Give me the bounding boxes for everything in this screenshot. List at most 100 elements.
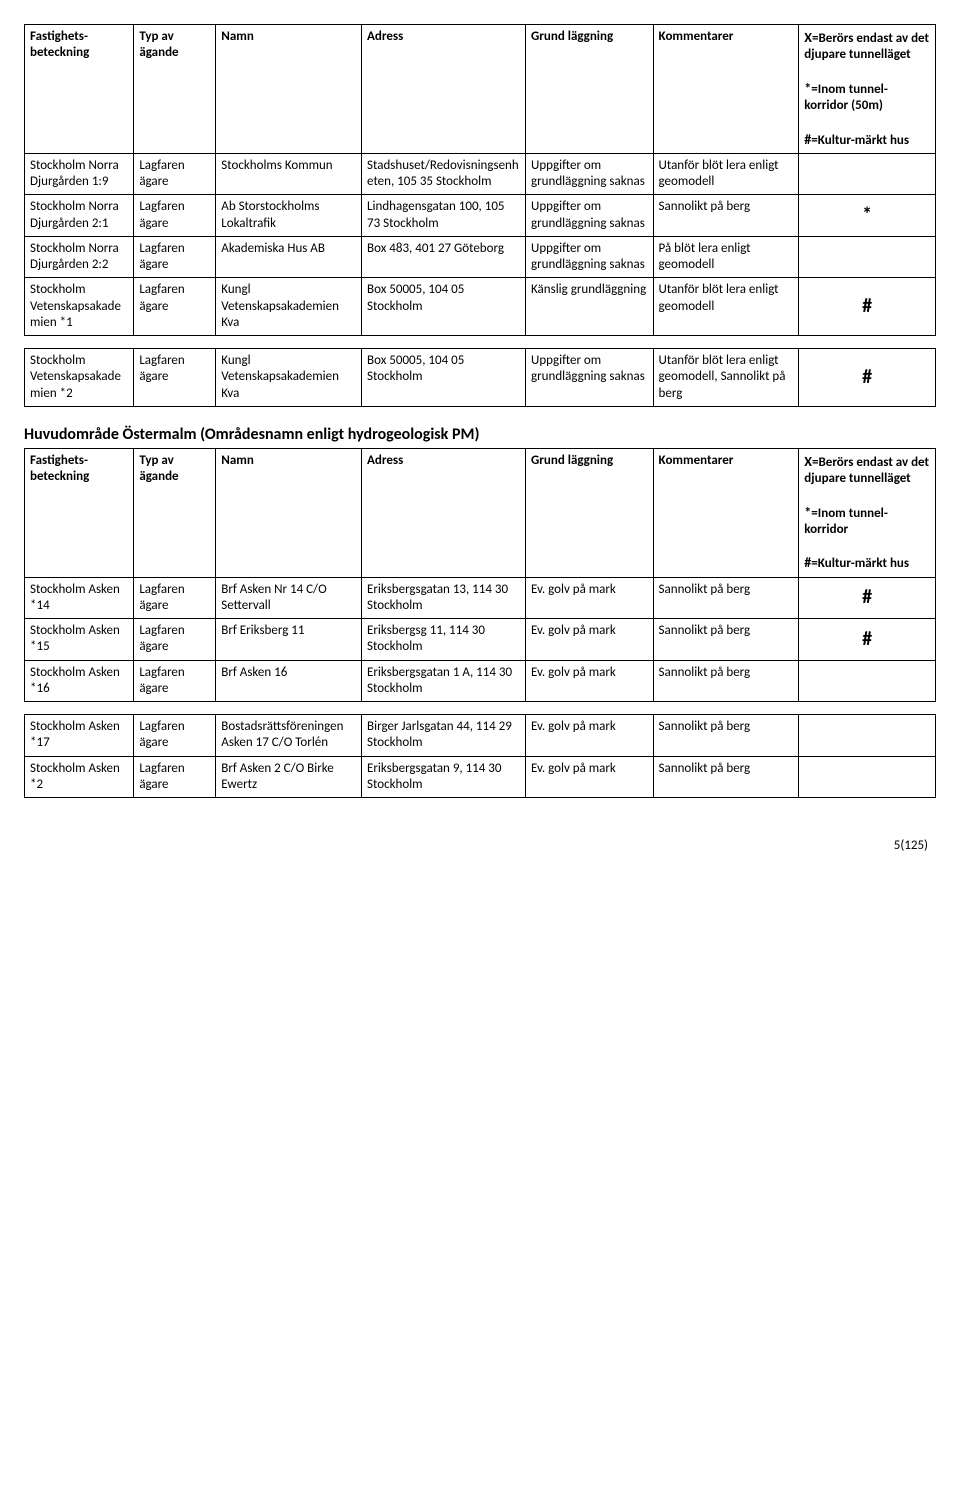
legend-x-text: =Berörs endast av det djupare tunnelläge… — [804, 455, 929, 486]
cell-namn: Kungl Vetenskapsakademien Kva — [216, 349, 362, 407]
col-kommentar: Kommentarer — [653, 25, 799, 154]
cell-typ: Lagfaren ägare — [134, 236, 216, 278]
cell-kommentar: Utanför blöt lera enligt geomodell — [653, 153, 799, 195]
cell-grund: Ev. golv på mark — [526, 660, 654, 702]
table-row: Stockholm Asken *14Lagfaren ägareBrf Ask… — [25, 577, 936, 619]
cell-grund: Känslig grundläggning — [526, 278, 654, 336]
legend-star-text: =Inom tunnel-korridor (50m) — [804, 82, 888, 113]
cell-typ: Lagfaren ägare — [134, 660, 216, 702]
cell-namn: Brf Asken 2 C/O Birke Ewertz — [216, 756, 362, 798]
col-adress: Adress — [362, 25, 526, 154]
cell-fastighet: Stockholm Norra Djurgården 2:2 — [25, 236, 134, 278]
cell-fastighet: Stockholm Vetenskapsakademien *2 — [25, 349, 134, 407]
cell-fastighet: Stockholm Asken *14 — [25, 577, 134, 619]
col-legend: X=Berörs endast av det djupare tunnelläg… — [799, 448, 936, 577]
table-row: Stockholm Vetenskapsakademien *2Lagfaren… — [25, 349, 936, 407]
cell-kommentar: Sannolikt på berg — [653, 577, 799, 619]
cell-fastighet: Stockholm Asken *15 — [25, 619, 134, 661]
table-row: Stockholm Vetenskapsakademien *1Lagfaren… — [25, 278, 936, 336]
cell-typ: Lagfaren ägare — [134, 153, 216, 195]
cell-symbol — [799, 236, 936, 278]
col-adress: Adress — [362, 448, 526, 577]
cell-typ: Lagfaren ägare — [134, 715, 216, 757]
cell-grund: Ev. golv på mark — [526, 756, 654, 798]
cell-namn: Brf Eriksberg 11 — [216, 619, 362, 661]
cell-kommentar: Sannolikt på berg — [653, 195, 799, 237]
cell-typ: Lagfaren ägare — [134, 577, 216, 619]
cell-grund: Uppgifter om grundläggning saknas — [526, 349, 654, 407]
col-grund: Grund läggning — [526, 25, 654, 154]
col-legend: X=Berörs endast av det djupare tunnelläg… — [799, 25, 936, 154]
col-kommentar: Kommentarer — [653, 448, 799, 577]
table-header-row: Fastighets-beteckning Typ av ägande Namn… — [25, 25, 936, 154]
table-properties-2-tail: Stockholm Asken *17Lagfaren ägareBostads… — [24, 714, 936, 798]
cell-adress: Stadshuset/Redovisningsenheten, 105 35 S… — [362, 153, 526, 195]
cell-namn: Kungl Vetenskapsakademien Kva — [216, 278, 362, 336]
col-namn: Namn — [216, 25, 362, 154]
col-typ: Typ av ägande — [134, 25, 216, 154]
cell-symbol — [799, 715, 936, 757]
cell-symbol — [799, 756, 936, 798]
col-fastighet: Fastighets-beteckning — [25, 448, 134, 577]
table-row: Stockholm Asken *16Lagfaren ägareBrf Ask… — [25, 660, 936, 702]
cell-symbol: # — [799, 349, 936, 407]
legend-hash-text: =Kultur-märkt hus — [811, 556, 909, 571]
cell-adress: Eriksbergsg 11, 114 30 Stockholm — [362, 619, 526, 661]
cell-adress: Box 50005, 104 05 Stockholm — [362, 278, 526, 336]
cell-adress: Birger Jarlsgatan 44, 114 29 Stockholm — [362, 715, 526, 757]
cell-typ: Lagfaren ägare — [134, 349, 216, 407]
table-header-row: Fastighets-beteckning Typ av ägande Namn… — [25, 448, 936, 577]
cell-grund: Ev. golv på mark — [526, 619, 654, 661]
cell-grund: Ev. golv på mark — [526, 715, 654, 757]
cell-symbol: # — [799, 577, 936, 619]
legend-x-symbol: X — [804, 453, 812, 470]
cell-grund: Uppgifter om grundläggning saknas — [526, 195, 654, 237]
cell-symbol: # — [799, 619, 936, 661]
cell-kommentar: Sannolikt på berg — [653, 756, 799, 798]
cell-symbol — [799, 153, 936, 195]
col-typ: Typ av ägande — [134, 448, 216, 577]
cell-adress: Eriksbergsgatan 9, 114 30 Stockholm — [362, 756, 526, 798]
table-row: Stockholm Asken *17Lagfaren ägareBostads… — [25, 715, 936, 757]
cell-namn: Bostadsrättsföreningen Asken 17 C/O Torl… — [216, 715, 362, 757]
cell-fastighet: Stockholm Asken *16 — [25, 660, 134, 702]
cell-namn: Ab Storstockholms Lokaltrafik — [216, 195, 362, 237]
cell-grund: Uppgifter om grundläggning saknas — [526, 236, 654, 278]
cell-symbol: * — [799, 195, 936, 237]
cell-typ: Lagfaren ägare — [134, 619, 216, 661]
cell-fastighet: Stockholm Norra Djurgården 2:1 — [25, 195, 134, 237]
cell-grund: Ev. golv på mark — [526, 577, 654, 619]
cell-fastighet: Stockholm Asken *2 — [25, 756, 134, 798]
cell-fastighet: Stockholm Norra Djurgården 1:9 — [25, 153, 134, 195]
table-properties-2: Fastighets-beteckning Typ av ägande Namn… — [24, 448, 936, 702]
cell-adress: Eriksbergsgatan 1 A, 114 30 Stockholm — [362, 660, 526, 702]
table-properties-1: Fastighets-beteckning Typ av ägande Namn… — [24, 24, 936, 336]
cell-namn: Brf Asken 16 — [216, 660, 362, 702]
cell-typ: Lagfaren ägare — [134, 195, 216, 237]
cell-namn: Stockholms Kommun — [216, 153, 362, 195]
table-row: Stockholm Asken *2Lagfaren ägareBrf Aske… — [25, 756, 936, 798]
legend-hash-text: =Kultur-märkt hus — [811, 133, 909, 148]
cell-adress: Eriksbergsgatan 13, 114 30 Stockholm — [362, 577, 526, 619]
cell-kommentar: Utanför blöt lera enligt geomodell — [653, 278, 799, 336]
page-number: 5(125) — [24, 838, 936, 853]
col-fastighet: Fastighets-beteckning — [25, 25, 134, 154]
cell-kommentar: Sannolikt på berg — [653, 619, 799, 661]
cell-namn: Akademiska Hus AB — [216, 236, 362, 278]
legend-x-text: =Berörs endast av det djupare tunnelläge… — [804, 31, 929, 62]
table-properties-1-tail: Stockholm Vetenskapsakademien *2Lagfaren… — [24, 348, 936, 407]
col-grund: Grund läggning — [526, 448, 654, 577]
cell-adress: Lindhagensgatan 100, 105 73 Stockholm — [362, 195, 526, 237]
table-row: Stockholm Asken *15Lagfaren ägareBrf Eri… — [25, 619, 936, 661]
cell-typ: Lagfaren ägare — [134, 278, 216, 336]
cell-kommentar: Sannolikt på berg — [653, 715, 799, 757]
cell-symbol: # — [799, 278, 936, 336]
cell-fastighet: Stockholm Vetenskapsakademien *1 — [25, 278, 134, 336]
legend-star-text: =Inom tunnel-korridor — [804, 506, 888, 537]
section-title-ostermalm: Huvudområde Östermalm (Områdesnamn enlig… — [24, 425, 936, 444]
cell-kommentar: Sannolikt på berg — [653, 660, 799, 702]
cell-symbol — [799, 660, 936, 702]
col-namn: Namn — [216, 448, 362, 577]
cell-kommentar: Utanför blöt lera enligt geomodell, Sann… — [653, 349, 799, 407]
cell-namn: Brf Asken Nr 14 C/O Settervall — [216, 577, 362, 619]
